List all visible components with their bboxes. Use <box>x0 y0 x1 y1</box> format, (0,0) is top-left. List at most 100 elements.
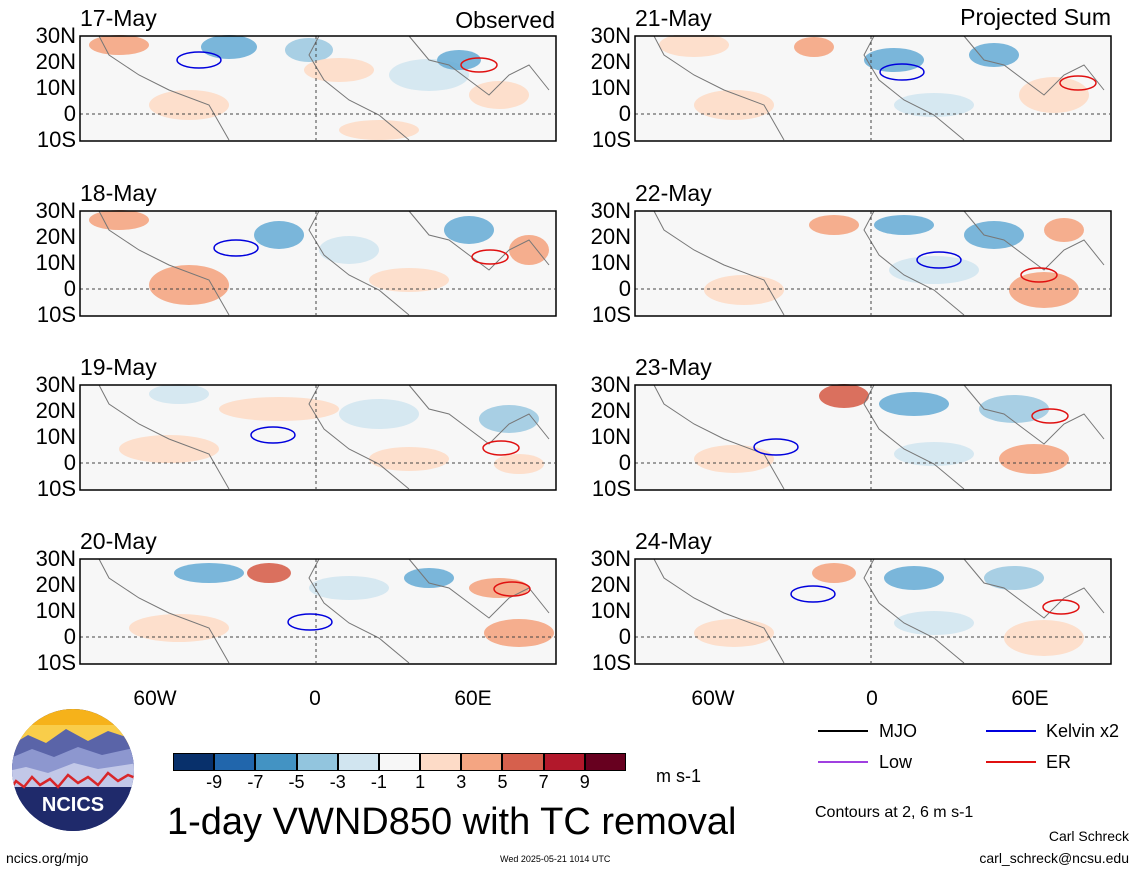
lat-label: 10S <box>591 476 631 501</box>
legend-label-kelvin: Kelvin x2 <box>1046 721 1120 741</box>
observed-heading: Observed <box>455 7 555 33</box>
lat-label: 10S <box>36 127 76 152</box>
lat-label: 30N <box>35 23 76 48</box>
footer-timestamp: Wed 2025-05-21 1014 UTC <box>500 854 611 864</box>
lat-label: 20N <box>35 224 76 249</box>
lat-label: 10N <box>35 75 76 100</box>
lat-label: 30N <box>590 546 631 571</box>
map-panel <box>79 558 557 665</box>
lat-label: 20N <box>35 572 76 597</box>
lat-label: 30N <box>35 546 76 571</box>
lat-label: 0 <box>618 101 631 126</box>
colorbar-swatch <box>255 753 297 771</box>
colorbar-swatch <box>173 753 215 771</box>
lat-label: 20N <box>35 49 76 74</box>
footer-author: Carl Schreck <box>1048 828 1129 844</box>
colorbar-tick-label: -3 <box>329 772 346 792</box>
colorbar-swatch <box>420 753 462 771</box>
lon-label: 60W <box>133 687 177 710</box>
panel-date: 18-May <box>80 180 157 206</box>
legend-line-mjo <box>818 730 868 732</box>
lat-label: 30N <box>35 198 76 223</box>
panel-date: 23-May <box>635 354 712 380</box>
lat-label: 0 <box>618 276 631 301</box>
lat-label: 20N <box>590 398 631 423</box>
legend-label-er: ER <box>1046 752 1072 772</box>
contour-note: Contours at 2, 6 m s-1 <box>815 804 974 821</box>
lat-label: 0 <box>63 101 76 126</box>
colorbar-unit: m s-1 <box>656 766 701 786</box>
panel-date: 22-May <box>635 180 712 206</box>
map-panel <box>634 558 1112 665</box>
lat-label: 0 <box>63 450 76 475</box>
colorbar-swatch <box>543 753 585 771</box>
lon-label: 60E <box>1011 687 1049 710</box>
footer-email[interactable]: carl_schreck@ncsu.edu <box>979 850 1129 866</box>
colorbar-tick-label: 1 <box>415 772 426 792</box>
legend-label-mjo: MJO <box>879 721 917 741</box>
ncics-logo: NCICS <box>12 709 134 831</box>
logo-text: NCICS <box>42 794 104 816</box>
lat-label: 30N <box>590 23 631 48</box>
lat-label: 10S <box>591 650 631 675</box>
lat-label: 10S <box>36 650 76 675</box>
map-panel <box>79 35 557 142</box>
lat-label: 10S <box>36 302 76 327</box>
panel-date: 24-May <box>635 528 712 554</box>
map-panel <box>79 384 557 491</box>
lat-label: 10S <box>591 127 631 152</box>
legend-line-kelvin <box>986 730 1036 732</box>
panel-date: 17-May <box>80 5 157 31</box>
lat-label: 10S <box>591 302 631 327</box>
colorbar-tick-label: 3 <box>456 772 467 792</box>
lat-label: 10N <box>35 424 76 449</box>
lat-label: 10N <box>590 598 631 623</box>
colorbar-swatch <box>502 753 544 771</box>
footer-url[interactable]: ncics.org/mjo <box>6 850 89 866</box>
colorbar <box>173 753 626 773</box>
lat-label: 0 <box>63 276 76 301</box>
panel-date: 21-May <box>635 5 712 31</box>
map-panel <box>79 210 557 317</box>
lat-label: 10N <box>590 424 631 449</box>
lat-label: 0 <box>618 624 631 649</box>
lat-label: 10S <box>36 476 76 501</box>
figure-title: 1-day VWND850 with TC removal <box>167 801 737 843</box>
colorbar-swatch <box>296 753 338 771</box>
colorbar-tick-label: -5 <box>288 772 305 792</box>
colorbar-tick-label: 9 <box>579 772 590 792</box>
colorbar-swatch <box>584 753 626 771</box>
lat-label: 20N <box>590 49 631 74</box>
lat-label: 20N <box>35 398 76 423</box>
panel-date: 19-May <box>80 354 157 380</box>
lon-label: 60E <box>454 687 492 710</box>
panel-date: 20-May <box>80 528 157 554</box>
projected-sum-heading: Projected Sum <box>960 4 1111 30</box>
legend-line-low <box>818 761 868 763</box>
lat-label: 10N <box>35 250 76 275</box>
colorbar-swatch <box>461 753 503 771</box>
lat-label: 10N <box>590 75 631 100</box>
lon-label: 0 <box>309 687 321 710</box>
lat-label: 20N <box>590 224 631 249</box>
lon-label: 0 <box>866 687 878 710</box>
colorbar-tick-label: 5 <box>497 772 508 792</box>
map-panel <box>634 384 1112 491</box>
map-panel <box>634 35 1112 142</box>
lat-label: 0 <box>618 450 631 475</box>
legend-label-low: Low <box>879 752 913 772</box>
colorbar-swatch <box>337 753 379 771</box>
colorbar-tick-label: 7 <box>538 772 549 792</box>
lat-label: 30N <box>35 372 76 397</box>
lat-label: 10N <box>590 250 631 275</box>
colorbar-tick-label: -9 <box>206 772 223 792</box>
lat-label: 10N <box>35 598 76 623</box>
map-panel <box>634 210 1112 317</box>
lat-label: 0 <box>63 624 76 649</box>
lat-label: 30N <box>590 372 631 397</box>
lat-label: 30N <box>590 198 631 223</box>
lon-label: 60W <box>691 687 735 710</box>
colorbar-swatch <box>214 753 256 771</box>
colorbar-tick-label: -7 <box>247 772 264 792</box>
lat-label: 20N <box>590 572 631 597</box>
